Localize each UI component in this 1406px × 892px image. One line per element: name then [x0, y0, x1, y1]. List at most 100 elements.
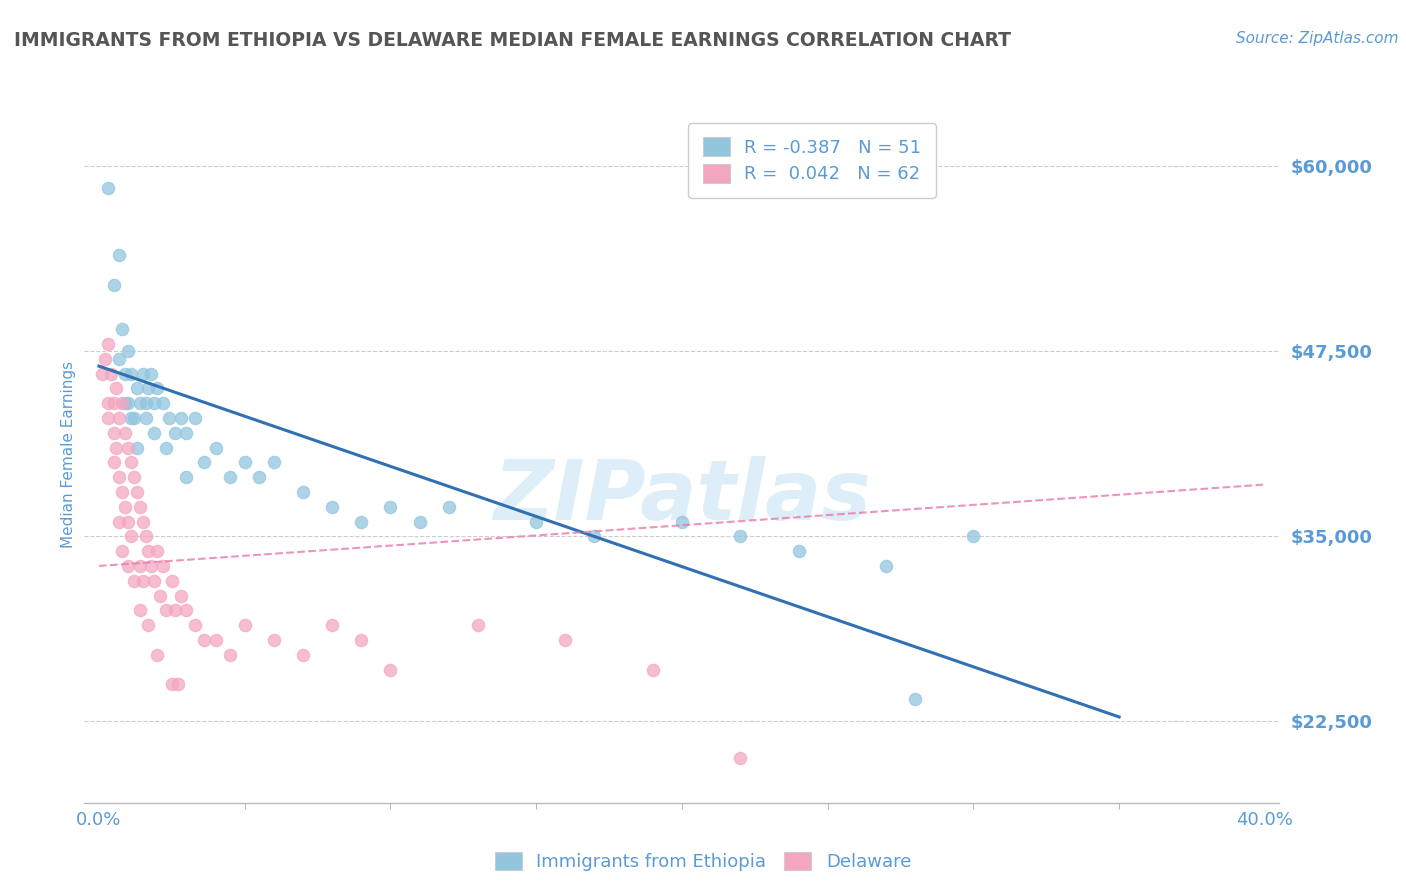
Point — [117, 396, 139, 410]
Point — [163, 603, 186, 617]
Point — [90, 367, 112, 381]
Point — [155, 603, 177, 617]
Point — [247, 470, 270, 484]
Point — [108, 470, 131, 484]
Point — [120, 529, 142, 543]
Point — [100, 367, 122, 381]
Point — [108, 515, 131, 529]
Point — [125, 441, 148, 455]
Point — [554, 632, 576, 647]
Point — [962, 529, 984, 543]
Point — [141, 558, 163, 573]
Point — [122, 574, 145, 588]
Point — [875, 558, 897, 573]
Point — [135, 411, 157, 425]
Point — [583, 529, 606, 543]
Point — [176, 470, 198, 484]
Point — [157, 411, 180, 425]
Text: IMMIGRANTS FROM ETHIOPIA VS DELAWARE MEDIAN FEMALE EARNINGS CORRELATION CHART: IMMIGRANTS FROM ETHIOPIA VS DELAWARE MED… — [14, 31, 1011, 50]
Point — [111, 484, 134, 499]
Point — [728, 751, 751, 765]
Point — [141, 367, 163, 381]
Point — [94, 351, 117, 366]
Point — [437, 500, 460, 514]
Point — [169, 411, 191, 425]
Point — [135, 396, 157, 410]
Point — [117, 515, 139, 529]
Point — [146, 381, 169, 395]
Point — [263, 455, 285, 469]
Point — [131, 574, 153, 588]
Point — [111, 322, 134, 336]
Point — [204, 441, 226, 455]
Point — [128, 558, 150, 573]
Point — [111, 544, 134, 558]
Point — [122, 470, 145, 484]
Point — [108, 411, 131, 425]
Point — [321, 618, 343, 632]
Point — [125, 484, 148, 499]
Point — [143, 425, 166, 440]
Point — [467, 618, 489, 632]
Point — [219, 470, 242, 484]
Point — [114, 396, 136, 410]
Point — [114, 367, 136, 381]
Point — [149, 589, 172, 603]
Point — [176, 603, 198, 617]
Point — [263, 632, 285, 647]
Point — [233, 618, 256, 632]
Point — [380, 500, 402, 514]
Point — [728, 529, 751, 543]
Point — [138, 381, 160, 395]
Point — [114, 425, 136, 440]
Point — [122, 411, 145, 425]
Point — [138, 618, 160, 632]
Point — [114, 500, 136, 514]
Point — [117, 441, 139, 455]
Point — [120, 455, 142, 469]
Point — [117, 344, 139, 359]
Point — [904, 692, 927, 706]
Point — [152, 396, 174, 410]
Point — [380, 663, 402, 677]
Point — [111, 396, 134, 410]
Point — [321, 500, 343, 514]
Legend: Immigrants from Ethiopia, Delaware: Immigrants from Ethiopia, Delaware — [488, 845, 918, 879]
Y-axis label: Median Female Earnings: Median Female Earnings — [60, 361, 76, 549]
Point — [97, 411, 120, 425]
Point — [184, 618, 207, 632]
Point — [131, 367, 153, 381]
Point — [166, 677, 188, 691]
Point — [103, 425, 125, 440]
Point — [176, 425, 198, 440]
Point — [160, 574, 183, 588]
Point — [169, 589, 191, 603]
Point — [125, 381, 148, 395]
Point — [108, 351, 131, 366]
Point — [291, 648, 314, 662]
Point — [120, 411, 142, 425]
Text: ZIPatlas: ZIPatlas — [494, 456, 870, 537]
Point — [350, 515, 373, 529]
Point — [155, 441, 177, 455]
Point — [108, 248, 131, 262]
Point — [641, 663, 664, 677]
Point — [128, 500, 150, 514]
Point — [193, 455, 215, 469]
Point — [103, 396, 125, 410]
Text: Source: ZipAtlas.com: Source: ZipAtlas.com — [1236, 31, 1399, 46]
Point — [219, 648, 242, 662]
Legend: R = -0.387   N = 51, R =  0.042   N = 62: R = -0.387 N = 51, R = 0.042 N = 62 — [689, 123, 936, 198]
Point — [408, 515, 430, 529]
Point — [143, 396, 166, 410]
Point — [146, 648, 169, 662]
Point — [103, 277, 125, 292]
Point — [97, 181, 120, 195]
Point — [291, 484, 314, 499]
Point — [120, 367, 142, 381]
Point — [138, 544, 160, 558]
Point — [97, 337, 120, 351]
Point — [146, 544, 169, 558]
Point — [117, 558, 139, 573]
Point — [128, 396, 150, 410]
